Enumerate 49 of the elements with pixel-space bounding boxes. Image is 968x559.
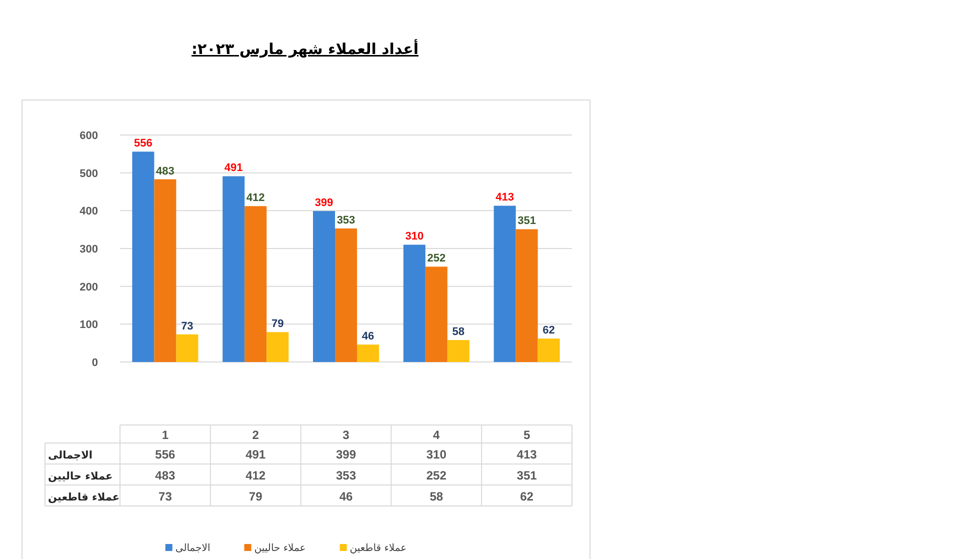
x-tick-label: 5 bbox=[523, 428, 530, 442]
x-tick-label: 4 bbox=[433, 428, 440, 442]
annotation: 73 bbox=[181, 320, 194, 332]
annotation: 483 bbox=[156, 165, 174, 178]
data-label: 412 bbox=[246, 468, 266, 482]
data-label: 413 bbox=[516, 448, 537, 462]
data-label: 62 bbox=[520, 490, 534, 504]
x-tick-label: 1 bbox=[162, 428, 169, 442]
data-label: 491 bbox=[246, 448, 266, 462]
data-label: 399 bbox=[336, 448, 356, 462]
y-tick-label: 0 bbox=[92, 357, 98, 369]
annotation: 252 bbox=[427, 252, 446, 265]
annotation: 62 bbox=[542, 324, 555, 337]
annotation: 413 bbox=[496, 192, 514, 204]
annotation: 79 bbox=[271, 318, 284, 330]
legend-label: عملاء قاطعين bbox=[350, 543, 407, 554]
series-name: عملاء قاطعين bbox=[48, 492, 120, 504]
y-tick-label: 400 bbox=[80, 206, 98, 218]
annotation: 412 bbox=[246, 192, 265, 204]
data-label: 79 bbox=[248, 490, 262, 504]
annotation: 556 bbox=[134, 138, 152, 150]
annotation: 399 bbox=[314, 197, 334, 210]
data-label: 556 bbox=[155, 448, 176, 462]
series-name: عملاء حاليين bbox=[48, 470, 113, 482]
legend-label: عملاء حاليين bbox=[254, 543, 306, 554]
data-label: 73 bbox=[158, 490, 172, 504]
data-label: 483 bbox=[155, 468, 176, 482]
data-label: 353 bbox=[336, 468, 356, 482]
y-tick-label: 600 bbox=[80, 130, 98, 142]
annotation: 491 bbox=[224, 162, 243, 174]
y-tick-label: 500 bbox=[80, 168, 98, 180]
series-name: الاجمالى bbox=[48, 450, 93, 462]
data-label: 252 bbox=[426, 468, 446, 482]
x-tick-label: 3 bbox=[342, 428, 350, 442]
x-tick-label: 2 bbox=[252, 428, 259, 442]
annotation: 58 bbox=[452, 326, 465, 338]
y-tick-label: 100 bbox=[80, 319, 98, 332]
annotation: 353 bbox=[336, 214, 356, 226]
y-tick-label: 300 bbox=[80, 244, 98, 256]
annotation: 351 bbox=[518, 215, 536, 228]
data-label: 46 bbox=[339, 490, 353, 504]
annotation: 46 bbox=[362, 330, 374, 343]
legend-label: الاجمالى bbox=[175, 543, 210, 554]
y-tick-label: 200 bbox=[80, 281, 98, 294]
data-label: 310 bbox=[426, 448, 446, 462]
data-label: 351 bbox=[516, 468, 537, 482]
chart-title: أعداد العملاء شهر مارس ٢٠٢٣: bbox=[192, 40, 418, 58]
data-label: 58 bbox=[430, 490, 444, 504]
annotation: 310 bbox=[405, 230, 424, 243]
